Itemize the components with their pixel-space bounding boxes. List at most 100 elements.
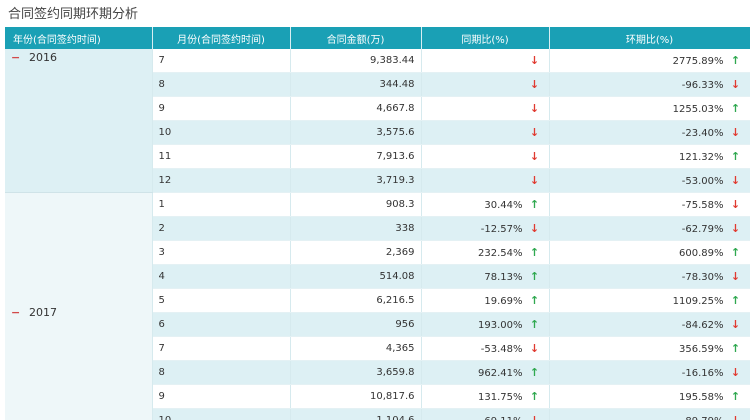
mom-cell: 2775.89% ↑	[549, 49, 750, 73]
mom-cell: -89.79% ↓	[549, 408, 750, 420]
arrow-down-icon: ↓	[730, 366, 741, 379]
column-header-mom[interactable]: 环期比(%)	[549, 27, 750, 49]
column-header-amount[interactable]: 合同金额(万)	[290, 27, 422, 49]
amount-cell: 6,216.5	[290, 288, 422, 313]
month-cell: 9	[152, 384, 291, 409]
yoy-cell: ↓	[421, 168, 550, 193]
arrow-down-icon: ↓	[730, 174, 741, 187]
arrow-up-icon: ↑	[730, 390, 741, 403]
year-cell: −2016	[5, 49, 153, 193]
month-cell: 5	[152, 288, 291, 313]
column-header-month[interactable]: 月份(合同签约时间)	[152, 27, 291, 49]
collapse-toggle-icon[interactable]: −	[11, 51, 21, 64]
mom-cell: 600.89% ↑	[549, 240, 750, 265]
yoy-value: 30.44%	[484, 200, 523, 211]
amount-cell: 908.3	[290, 192, 422, 217]
mom-cell: -53.00% ↓	[549, 168, 750, 193]
month-cell: 10	[152, 408, 291, 420]
mom-value: -53.00%	[681, 176, 724, 187]
amount-cell: 338	[290, 216, 422, 241]
amount-cell: 956	[290, 312, 422, 337]
table-row[interactable]: 10 3,575.6 ↓ -23.40% ↓	[5, 120, 750, 145]
table-row[interactable]: 6 956 193.00% ↑ -84.62% ↓	[5, 312, 750, 337]
arrow-down-icon: ↓	[529, 126, 540, 139]
amount-cell: 514.08	[290, 264, 422, 289]
table-body: −2016 7 9,383.44 ↓ 2775.89% ↑ 8 344.48 ↓ -96.33% ↓…	[5, 49, 750, 420]
amount-cell: 4,365	[290, 336, 422, 361]
table-row[interactable]: 8 3,659.8 962.41% ↑ -16.16% ↓	[5, 360, 750, 385]
table-row[interactable]: 4 514.08 78.13% ↑ -78.30% ↓	[5, 264, 750, 289]
yoy-value: 78.13%	[484, 272, 523, 283]
yoy-cell: ↓	[421, 72, 550, 97]
year-cell: −2017	[5, 192, 153, 420]
month-cell: 3	[152, 240, 291, 265]
mom-cell: -62.79% ↓	[549, 216, 750, 241]
yoy-value: -53.48%	[480, 344, 523, 355]
arrow-down-icon: ↓	[529, 102, 540, 115]
pivot-table: 年份(合同签约时间) 月份(合同签约时间) 合同金额(万) 同期比(%) 环期比…	[5, 27, 750, 420]
mom-value: -78.30%	[681, 272, 724, 283]
amount-cell: 10,817.6	[290, 384, 422, 409]
month-cell: 2	[152, 216, 291, 241]
table-row[interactable]: 5 6,216.5 19.69% ↑ 1109.25% ↑	[5, 288, 750, 313]
mom-cell: -23.40% ↓	[549, 120, 750, 145]
amount-cell: 1,104.6	[290, 408, 422, 420]
yoy-value: 962.41%	[478, 368, 523, 379]
arrow-up-icon: ↑	[529, 198, 540, 211]
arrow-down-icon: ↓	[730, 222, 741, 235]
table-row[interactable]: 11 7,913.6 ↓ 121.32% ↑	[5, 144, 750, 169]
table-row[interactable]: 8 344.48 ↓ -96.33% ↓	[5, 72, 750, 97]
arrow-down-icon: ↓	[529, 54, 540, 67]
table-row[interactable]: 12 3,719.3 ↓ -53.00% ↓	[5, 168, 750, 193]
arrow-up-icon: ↑	[529, 270, 540, 283]
table-row[interactable]: −2017 1 908.3 30.44% ↑ -75.58% ↓	[5, 192, 750, 420]
arrow-up-icon: ↑	[730, 294, 741, 307]
mom-cell: -75.58% ↓	[549, 192, 750, 217]
amount-cell: 4,667.8	[290, 96, 422, 121]
yoy-value: 131.75%	[478, 392, 523, 403]
table-row[interactable]: −2016 7 9,383.44 ↓ 2775.89% ↑	[5, 49, 750, 193]
yoy-value: -69.11%	[481, 416, 523, 420]
yoy-cell: -53.48% ↓	[421, 336, 550, 361]
table-row[interactable]: 9 10,817.6 131.75% ↑ 195.58% ↑	[5, 384, 750, 409]
arrow-down-icon: ↓	[529, 78, 540, 91]
arrow-up-icon: ↑	[529, 246, 540, 259]
table-row[interactable]: 2 338 -12.57% ↓ -62.79% ↓	[5, 216, 750, 241]
arrow-down-icon: ↓	[529, 342, 540, 355]
amount-cell: 2,369	[290, 240, 422, 265]
month-cell: 12	[152, 168, 291, 193]
yoy-cell: ↓	[421, 144, 550, 169]
month-cell: 6	[152, 312, 291, 337]
month-cell: 8	[152, 360, 291, 385]
mom-value: 121.32%	[679, 152, 724, 163]
mom-cell: -96.33% ↓	[549, 72, 750, 97]
yoy-cell: 30.44% ↑	[421, 192, 550, 217]
mom-value: -89.79%	[682, 416, 724, 420]
yoy-cell: 131.75% ↑	[421, 384, 550, 409]
arrow-up-icon: ↑	[529, 390, 540, 403]
arrow-down-icon: ↓	[529, 174, 540, 187]
mom-value: -62.79%	[681, 224, 724, 235]
table-row[interactable]: 9 4,667.8 ↓ 1255.03% ↑	[5, 96, 750, 121]
table-row[interactable]: 3 2,369 232.54% ↑ 600.89% ↑	[5, 240, 750, 265]
arrow-up-icon: ↑	[529, 294, 540, 307]
table-row[interactable]: 7 4,365 -53.48% ↓ 356.59% ↑	[5, 336, 750, 361]
column-header-year[interactable]: 年份(合同签约时间)	[5, 27, 153, 49]
mom-cell: 1109.25% ↑	[549, 288, 750, 313]
arrow-down-icon: ↓	[730, 414, 742, 420]
month-cell: 9	[152, 96, 291, 121]
report-title: 合同签约同期环期分析	[8, 7, 139, 22]
column-header-yoy[interactable]: 同期比(%)	[421, 27, 550, 49]
arrow-down-icon: ↓	[730, 126, 741, 139]
arrow-down-icon: ↓	[529, 222, 540, 235]
table-row[interactable]: 101,104.6 -69.11% ↓ -89.79% ↓	[5, 408, 750, 420]
arrow-up-icon: ↑	[730, 342, 741, 355]
yoy-value: 19.69%	[484, 296, 523, 307]
yoy-cell: 193.00% ↑	[421, 312, 550, 337]
collapse-toggle-icon[interactable]: −	[11, 306, 21, 319]
mom-value: -23.40%	[681, 128, 724, 139]
arrow-down-icon: ↓	[730, 198, 741, 211]
yoy-cell: -69.11% ↓	[421, 408, 550, 420]
month-cell: 11	[152, 144, 291, 169]
yoy-value: 193.00%	[478, 320, 523, 331]
